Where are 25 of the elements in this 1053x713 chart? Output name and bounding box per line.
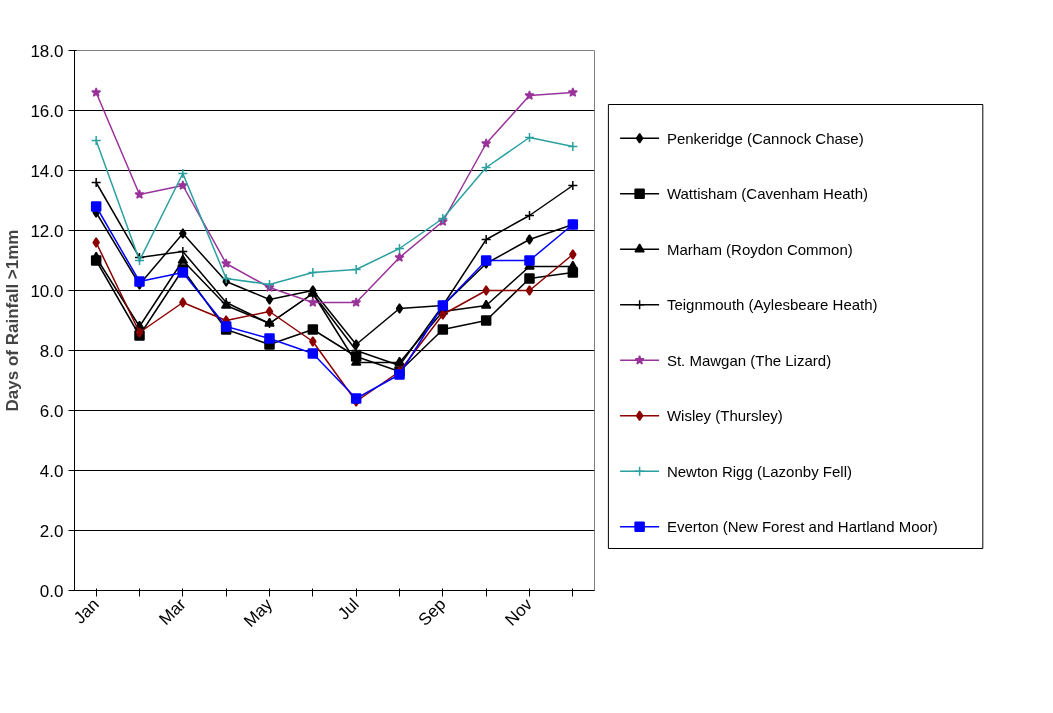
legend-label: Wattisham (Cavenham Heath) xyxy=(666,185,869,203)
y-tick-label: 12.0 xyxy=(30,221,64,241)
y-tick-label: 18.0 xyxy=(30,41,64,61)
x-tick-label: Mar xyxy=(155,594,190,629)
y-tick-label: 6.0 xyxy=(39,401,64,421)
y-tick-label: 0.0 xyxy=(39,581,64,601)
legend-label: Teignmouth (Aylesbeare Heath) xyxy=(666,296,878,314)
legend-label: Everton (New Forest and Hartland Moor) xyxy=(666,518,938,536)
legend-label: Marham (Roydon Common) xyxy=(666,240,853,258)
legend-label: St. Mawgan (The Lizard) xyxy=(666,351,832,369)
legend-label: Penkeridge (Cannock Chase) xyxy=(666,129,864,147)
y-tick-label: 2.0 xyxy=(39,521,64,541)
x-tick-label: Jul xyxy=(334,594,363,624)
y-tick-label: 14.0 xyxy=(30,161,64,181)
x-tick-label: Sep xyxy=(414,594,450,630)
y-tick-label: 16.0 xyxy=(30,101,64,121)
y-tick-label: 8.0 xyxy=(39,341,64,361)
y-axis-title: Days of Rainfall >1mm xyxy=(3,229,23,412)
legend-label: Newton Rigg (Lazonby Fell) xyxy=(666,462,852,480)
legend-label: Wisley (Thursley) xyxy=(666,407,783,425)
y-tick-label: 4.0 xyxy=(39,461,64,481)
x-tick-label: Nov xyxy=(501,594,537,630)
x-tick-label: May xyxy=(240,594,277,631)
x-tick-label: Jan xyxy=(70,594,103,628)
y-tick-label: 10.0 xyxy=(30,281,64,301)
